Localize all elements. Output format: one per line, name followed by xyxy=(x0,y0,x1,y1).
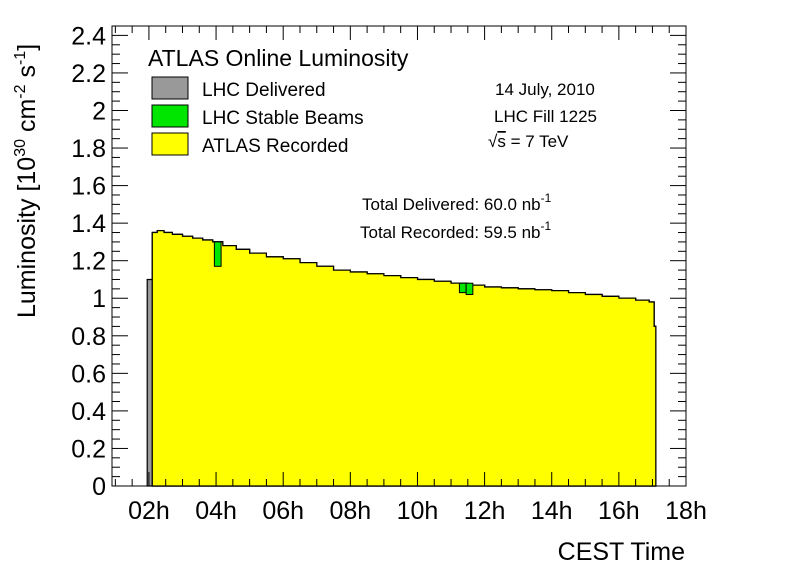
x-tick-label-6: 14h xyxy=(531,497,573,525)
total-delivered-exp: -1 xyxy=(541,191,552,205)
legend-swatch-stable-beams xyxy=(151,104,189,128)
stable-beams-excess-2 xyxy=(465,282,474,295)
legend-label-delivered: LHC Delivered xyxy=(202,80,326,101)
y-tick-label-0: 0 xyxy=(92,473,106,501)
total-recorded-exp: -1 xyxy=(541,219,552,233)
y-tick-label-2: 0.4 xyxy=(71,398,106,426)
stable-beams-excess-1 xyxy=(458,282,467,294)
sqrt-symbol: √ xyxy=(488,132,498,151)
y-axis-title-main: Luminosity [10 xyxy=(13,157,41,318)
y-axis-title-exp2: -2 xyxy=(12,84,29,98)
x-tick-label-5: 12h xyxy=(464,497,506,525)
x-tick-label-8: 18h xyxy=(665,497,707,525)
series-recorded-area xyxy=(151,230,657,487)
y-tick-label-6: 1.2 xyxy=(71,248,106,276)
x-tick-label-3: 08h xyxy=(329,497,371,525)
x-tick-label-7: 16h xyxy=(598,497,640,525)
date-label: 14 July, 2010 xyxy=(495,80,595,99)
y-axis-title-end: ] xyxy=(13,44,41,51)
chart-title: ATLAS Online Luminosity xyxy=(148,45,409,71)
y-axis-title: Luminosity [1030 cm-2 s-1] xyxy=(12,44,41,318)
x-tick-label-2: 06h xyxy=(262,497,304,525)
y-tick-label-5: 1 xyxy=(92,285,106,313)
y-tick-label-12: 2.4 xyxy=(71,22,106,50)
axis-ticks: 0 0.2 0.4 0.6 0.8 1 1.2 1.4 1.6 1.8 2 2.2 2.4 02h 04h 0… xyxy=(71,22,707,525)
y-axis-title-exp1: 30 xyxy=(12,139,29,157)
y-tick-label-10: 2 xyxy=(92,97,106,125)
energy-label: √s = 7 TeV xyxy=(488,132,569,151)
x-tick-label-0: 02h xyxy=(128,497,170,525)
total-recorded-label: Total Recorded: 59.5 nb-1 xyxy=(360,219,552,242)
y-tick-label-3: 0.6 xyxy=(71,360,106,388)
y-tick-label-8: 1.6 xyxy=(71,173,106,201)
y-axis-title-mid: cm xyxy=(13,99,41,139)
energy-s: s xyxy=(497,132,506,151)
y-tick-label-7: 1.4 xyxy=(71,210,106,238)
y-axis-title-exp3: -1 xyxy=(12,51,29,65)
y-axis-title-mid2: s xyxy=(13,65,41,84)
legend-label-recorded: ATLAS Recorded xyxy=(202,136,348,157)
stable-beams-excess-0 xyxy=(213,241,222,267)
legend-swatch-delivered xyxy=(151,76,189,100)
total-delivered-text: Total Delivered: 60.0 nb xyxy=(362,195,541,214)
plot-area-fills xyxy=(146,230,657,487)
y-tick-label-1: 0.2 xyxy=(71,435,106,463)
y-tick-label-11: 2.2 xyxy=(71,60,106,88)
y-tick-label-9: 1.8 xyxy=(71,135,106,163)
legend: LHC Delivered LHC Stable Beams ATLAS Rec… xyxy=(151,76,364,157)
x-tick-label-4: 10h xyxy=(397,497,439,525)
x-axis-title: CEST Time xyxy=(558,538,685,566)
total-delivered-label: Total Delivered: 60.0 nb-1 xyxy=(362,191,552,214)
legend-label-stable-beams: LHC Stable Beams xyxy=(202,108,364,129)
plot-frame xyxy=(111,25,687,487)
y-tick-label-4: 0.8 xyxy=(71,323,106,351)
energy-rest: = 7 TeV xyxy=(506,132,569,151)
legend-swatch-recorded xyxy=(151,132,189,156)
fill-label: LHC Fill 1225 xyxy=(494,107,597,126)
total-recorded-text: Total Recorded: 59.5 nb xyxy=(360,223,541,242)
x-tick-label-1: 04h xyxy=(195,497,237,525)
